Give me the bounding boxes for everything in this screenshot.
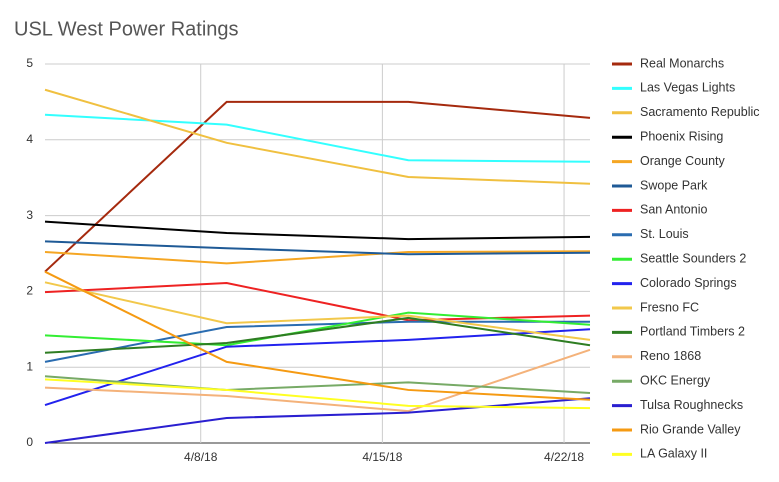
legend-label: OKC Energy bbox=[640, 373, 711, 387]
legend-label: Sacramento Republic bbox=[640, 105, 760, 119]
legend-label: Tulsa Roughnecks bbox=[640, 398, 743, 412]
legend-label: Swope Park bbox=[640, 178, 708, 192]
series-line bbox=[44, 250, 591, 265]
y-tick-label: 0 bbox=[26, 435, 33, 449]
series-line bbox=[44, 240, 591, 256]
x-tick-label: 4/22/18 bbox=[544, 450, 584, 464]
series-line bbox=[44, 88, 591, 185]
series-line bbox=[44, 378, 591, 410]
legend-label: San Antonio bbox=[640, 203, 707, 217]
y-tick-label: 4 bbox=[26, 132, 33, 146]
series-line bbox=[44, 311, 591, 347]
x-tick-label: 4/15/18 bbox=[362, 450, 402, 464]
chart-title: USL West Power Ratings bbox=[14, 18, 239, 40]
legend-label: Seattle Sounders 2 bbox=[640, 251, 746, 265]
y-tick-label: 5 bbox=[26, 56, 33, 70]
legend-label: Fresno FC bbox=[640, 300, 699, 314]
legend-label: Reno 1868 bbox=[640, 349, 701, 363]
legend-label: Portland Timbers 2 bbox=[640, 325, 745, 339]
y-tick-label: 1 bbox=[26, 359, 33, 373]
series-line bbox=[44, 320, 590, 363]
series-line bbox=[44, 220, 591, 241]
y-tick-label: 3 bbox=[26, 208, 33, 222]
legend-label: Real Monarchs bbox=[640, 56, 724, 70]
series-line bbox=[44, 328, 591, 407]
legend-label: Rio Grande Valley bbox=[640, 422, 741, 436]
series-line bbox=[44, 375, 591, 394]
series-line bbox=[44, 348, 591, 413]
series-line bbox=[44, 397, 591, 444]
legend-label: Orange County bbox=[640, 154, 726, 168]
series-line bbox=[44, 113, 591, 163]
series-line bbox=[44, 281, 591, 341]
legend-label: St. Louis bbox=[640, 227, 689, 241]
y-tick-label: 2 bbox=[26, 284, 33, 298]
legend-label: LA Galaxy II bbox=[640, 447, 707, 461]
series-line bbox=[44, 100, 591, 273]
legend-label: Phoenix Rising bbox=[640, 129, 723, 143]
series-line bbox=[44, 316, 591, 354]
legend-label: Colorado Springs bbox=[640, 276, 737, 290]
x-tick-label: 4/8/18 bbox=[184, 450, 218, 464]
series-line bbox=[44, 270, 591, 401]
legend-label: Las Vegas Lights bbox=[640, 81, 735, 95]
